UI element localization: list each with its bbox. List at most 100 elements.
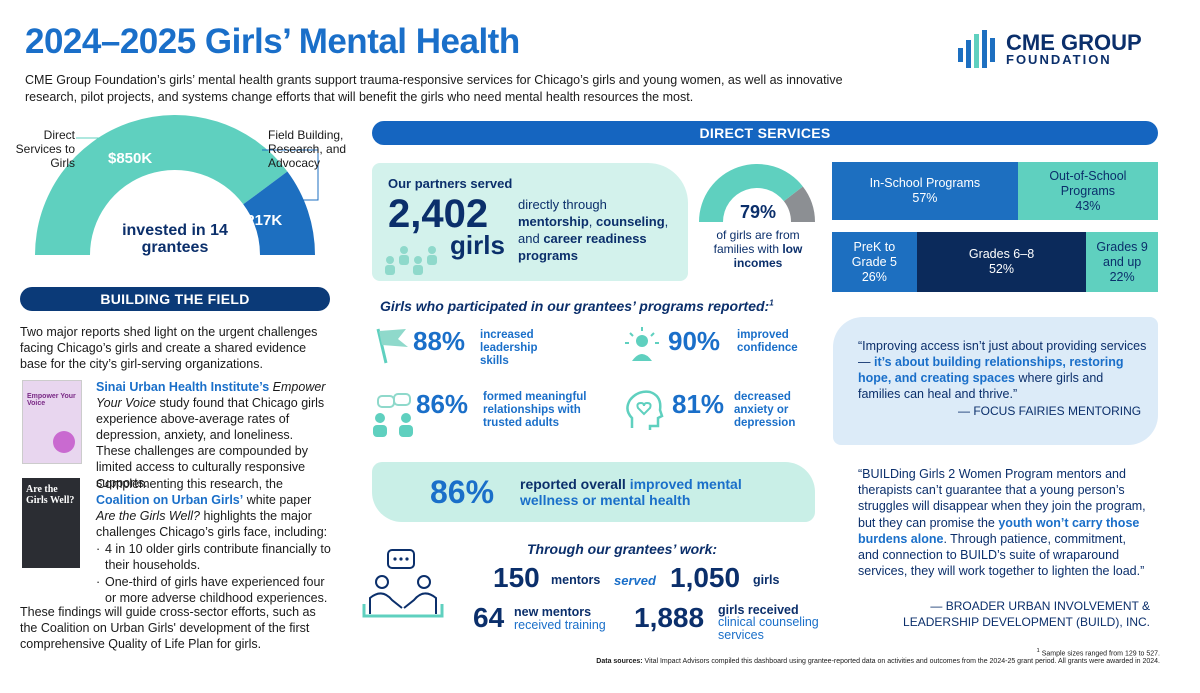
text: white paper — [243, 493, 312, 507]
gauge-segment — [699, 164, 803, 222]
segment-name: In-School Programs — [869, 176, 981, 190]
shape — [413, 265, 423, 275]
logo-mark — [958, 30, 995, 68]
shape — [399, 425, 413, 437]
bullet: · 4 in 10 older girls contribute financia… — [96, 541, 331, 573]
intro: CME Group Foundation’s girls’ mental hea… — [25, 73, 843, 104]
shape — [403, 592, 437, 614]
shape — [375, 413, 385, 423]
footnote: 1 Sample sizes ranged from 129 to 527. — [1037, 648, 1161, 657]
shape — [385, 265, 395, 275]
gauge-segment — [35, 114, 288, 255]
logo-line: FOUNDATION — [1006, 52, 1112, 67]
mentoring-icon — [362, 549, 444, 618]
text: , — [588, 214, 597, 229]
flag-icon — [376, 328, 408, 364]
shape — [427, 255, 437, 265]
mind-icon — [626, 390, 664, 430]
shape — [375, 575, 389, 589]
text: of girls are from families with — [713, 228, 800, 256]
shape — [262, 149, 319, 201]
partners-number: 2,402 — [388, 192, 489, 236]
emphasis: counseling — [596, 214, 665, 229]
program-bar: In-School Programs 57% Out-of-School Progr… — [832, 162, 1158, 220]
outcome-value: 90% — [668, 326, 721, 356]
segment-label: 26% — [861, 269, 887, 284]
quote-box — [833, 317, 1158, 445]
shape — [379, 329, 408, 347]
shape — [399, 255, 409, 265]
text: Empower Your Voice — [96, 380, 326, 410]
low-income-value: 79% — [739, 202, 777, 222]
work-label: served — [614, 573, 656, 588]
gauge-segment — [243, 171, 315, 255]
segment-name: PreK to Grade 5 — [851, 239, 897, 269]
text: “BUILDing Girls 2 Women Program mentors … — [858, 467, 1146, 530]
bar-segment: Out-of-School Programs 43% — [1017, 162, 1158, 220]
shape — [373, 425, 387, 437]
shape — [377, 395, 395, 408]
shape — [417, 575, 431, 589]
work-number: 64 — [473, 602, 505, 633]
emphasis: it’s about building relationships, resto… — [858, 355, 1124, 385]
shape — [650, 332, 655, 337]
paragraph: Complementing this research, the Coaliti… — [96, 476, 331, 606]
text: Girls who participated in our grantees’ … — [380, 298, 770, 314]
cover-art — [53, 431, 75, 453]
shape — [626, 390, 664, 430]
low-income-caption: of girls are from families with low inco… — [705, 228, 811, 270]
shape — [387, 549, 415, 569]
text: · — [96, 542, 101, 556]
emphasis: Sinai Urban Health Institute’s — [96, 380, 270, 394]
sources: Data sources: Vital Impact Advisors comp… — [596, 658, 1160, 665]
work-label: girls — [753, 573, 780, 587]
work-number: 150 — [493, 562, 540, 593]
quote: “Improving access isn’t just about provi… — [858, 338, 1148, 402]
segment-label: 43% — [1075, 198, 1101, 213]
outcome-label: improved confidence — [737, 329, 798, 354]
program-bar: PreK to Grade 5 26% Grades 6–8 52% Grades 9 … — [832, 232, 1158, 292]
cover-title: Are the Girls Well? — [26, 484, 75, 506]
shape — [974, 34, 979, 68]
paragraph: Two major reports shed light on the urge… — [20, 325, 318, 371]
shape — [399, 557, 403, 561]
shape — [405, 557, 409, 561]
shape — [966, 40, 971, 68]
text: , and — [518, 214, 669, 246]
segment-name: Field Building, Research, and Advocacy — [268, 128, 347, 170]
text: reported overall — [520, 476, 630, 492]
title: 2024–2025 Girls’ Mental Health — [25, 22, 520, 61]
text: study found that Chicago girls experienc… — [96, 396, 325, 490]
shape — [400, 246, 408, 254]
section-heading: BUILDING THE FIELD — [20, 287, 330, 311]
shape — [386, 256, 394, 264]
work-number: 1,888 — [634, 602, 705, 633]
segment-label: 22% — [1109, 269, 1135, 284]
shape — [385, 246, 437, 275]
outcome-label: decreased anxiety or depression — [734, 391, 796, 429]
paragraph: Sinai Urban Health Institute’s Empower Y… — [96, 379, 328, 491]
cover-title: Empower Your Voice — [27, 393, 76, 407]
gauge — [35, 114, 315, 255]
outcome-label: formed meaningful relationships with tru… — [483, 391, 587, 429]
logo-line: CME GROUP — [1006, 30, 1142, 55]
total: $1.067M — [132, 196, 218, 221]
report-cover: Empower Your Voice — [22, 380, 82, 464]
overall-value: 86% — [430, 474, 495, 510]
work-label: mentors — [551, 573, 601, 587]
shape — [376, 328, 388, 364]
total-caption: invested in 14 grantees — [122, 222, 228, 256]
work-number: 1,050 — [670, 562, 741, 593]
section-heading: DIRECT SERVICES — [372, 121, 1158, 145]
outcome-value: 86% — [416, 389, 469, 419]
outcome-label: increased leadership skills — [480, 329, 538, 367]
segment-label: $217K — [238, 212, 283, 229]
emphasis: mentorship — [518, 214, 589, 229]
text: highlights the major challenges Chicago’… — [96, 509, 328, 539]
shape — [369, 575, 437, 614]
partners-unit: girls — [450, 230, 505, 260]
report-cover: Are the Girls Well? — [22, 478, 80, 568]
shape — [625, 327, 659, 344]
